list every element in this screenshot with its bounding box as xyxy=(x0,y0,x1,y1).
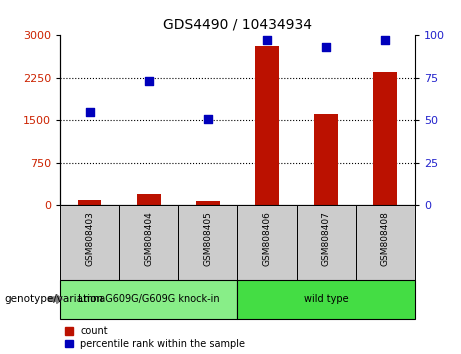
Bar xyxy=(119,205,178,280)
Bar xyxy=(255,46,279,205)
Text: GSM808407: GSM808407 xyxy=(322,211,331,266)
Text: wild type: wild type xyxy=(304,294,349,304)
Point xyxy=(204,116,212,121)
Text: GSM808408: GSM808408 xyxy=(381,211,390,266)
Bar xyxy=(373,72,397,205)
Point xyxy=(145,79,152,84)
Text: GSM808406: GSM808406 xyxy=(262,211,272,266)
Bar xyxy=(77,200,101,205)
Text: GSM808405: GSM808405 xyxy=(203,211,213,266)
Bar xyxy=(196,201,219,205)
Text: genotype/variation: genotype/variation xyxy=(5,294,104,304)
Bar xyxy=(356,205,415,280)
Bar xyxy=(60,205,119,280)
Text: LmnaG609G/G609G knock-in: LmnaG609G/G609G knock-in xyxy=(78,294,219,304)
Bar xyxy=(314,114,338,205)
Legend: count, percentile rank within the sample: count, percentile rank within the sample xyxy=(65,326,245,349)
Point xyxy=(382,38,389,43)
Bar xyxy=(60,280,237,319)
Bar xyxy=(237,205,296,280)
Bar xyxy=(137,194,160,205)
Point xyxy=(322,45,330,50)
Point xyxy=(263,38,271,43)
Text: GSM808404: GSM808404 xyxy=(144,211,153,266)
Point xyxy=(86,109,93,115)
Bar xyxy=(178,205,237,280)
Text: GSM808403: GSM808403 xyxy=(85,211,94,266)
Bar xyxy=(296,205,356,280)
Title: GDS4490 / 10434934: GDS4490 / 10434934 xyxy=(163,17,312,32)
Bar xyxy=(237,280,415,319)
